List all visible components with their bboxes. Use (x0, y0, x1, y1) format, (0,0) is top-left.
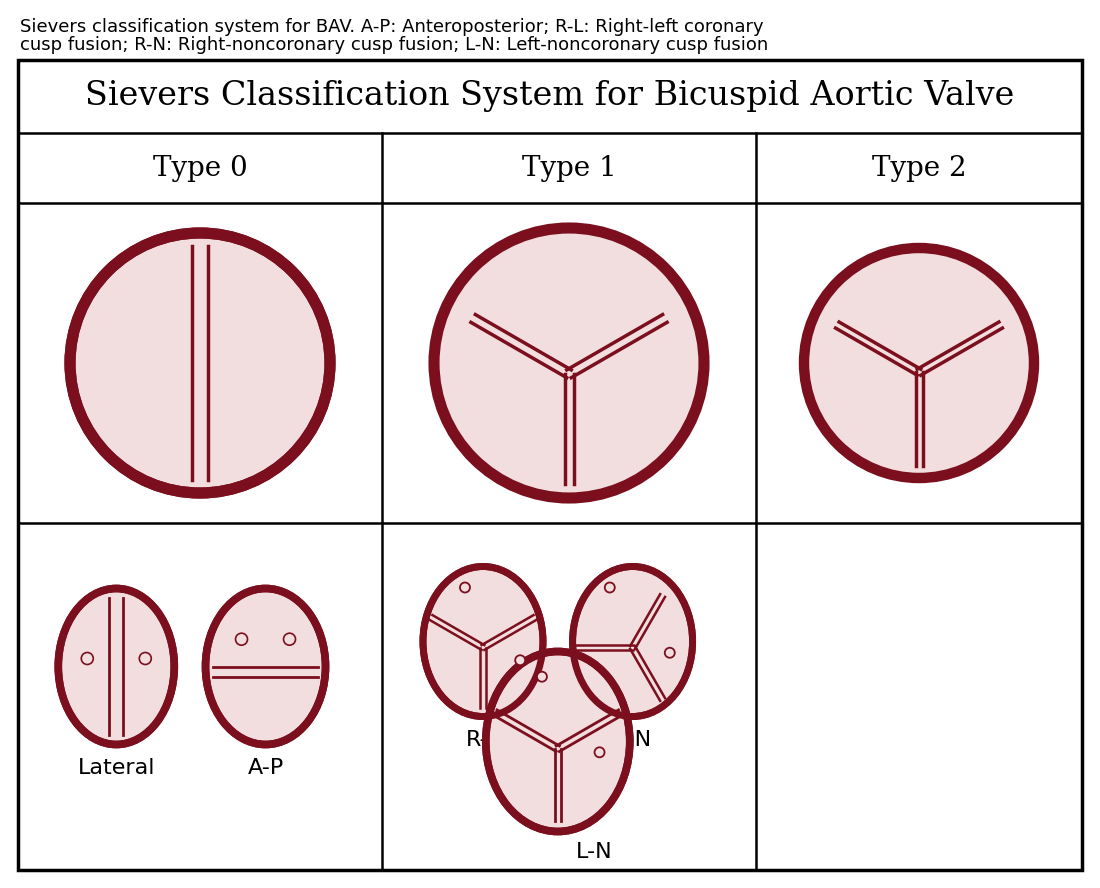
Circle shape (664, 647, 674, 658)
Text: Type 1: Type 1 (521, 155, 616, 181)
Circle shape (605, 583, 615, 592)
Ellipse shape (58, 589, 174, 744)
Ellipse shape (424, 567, 543, 717)
Text: Sievers Classification System for Bicuspid Aortic Valve: Sievers Classification System for Bicusp… (86, 81, 1014, 113)
Circle shape (140, 653, 152, 664)
Circle shape (434, 228, 704, 498)
Circle shape (515, 655, 525, 665)
Circle shape (804, 248, 1034, 478)
Text: L-N: L-N (575, 842, 613, 861)
Ellipse shape (573, 567, 693, 717)
Text: Type 2: Type 2 (871, 155, 966, 181)
Text: Sievers classification system for BAV. A-P: Anteroposterior; R-L: Right-left cor: Sievers classification system for BAV. A… (20, 18, 763, 36)
Ellipse shape (486, 652, 630, 831)
Circle shape (81, 653, 94, 664)
Text: R-L: R-L (465, 731, 501, 750)
Text: Type 0: Type 0 (153, 155, 248, 181)
Text: Lateral: Lateral (77, 758, 155, 779)
Circle shape (70, 233, 330, 493)
Ellipse shape (206, 589, 326, 744)
Text: A-P: A-P (248, 758, 284, 779)
Text: cusp fusion; R-N: Right-noncoronary cusp fusion; L-N: Left-noncoronary cusp fusi: cusp fusion; R-N: Right-noncoronary cusp… (20, 36, 768, 54)
Circle shape (460, 583, 470, 592)
Circle shape (235, 633, 248, 646)
Circle shape (594, 748, 605, 757)
Circle shape (537, 671, 547, 682)
Circle shape (284, 633, 296, 646)
Text: R-N: R-N (613, 731, 652, 750)
